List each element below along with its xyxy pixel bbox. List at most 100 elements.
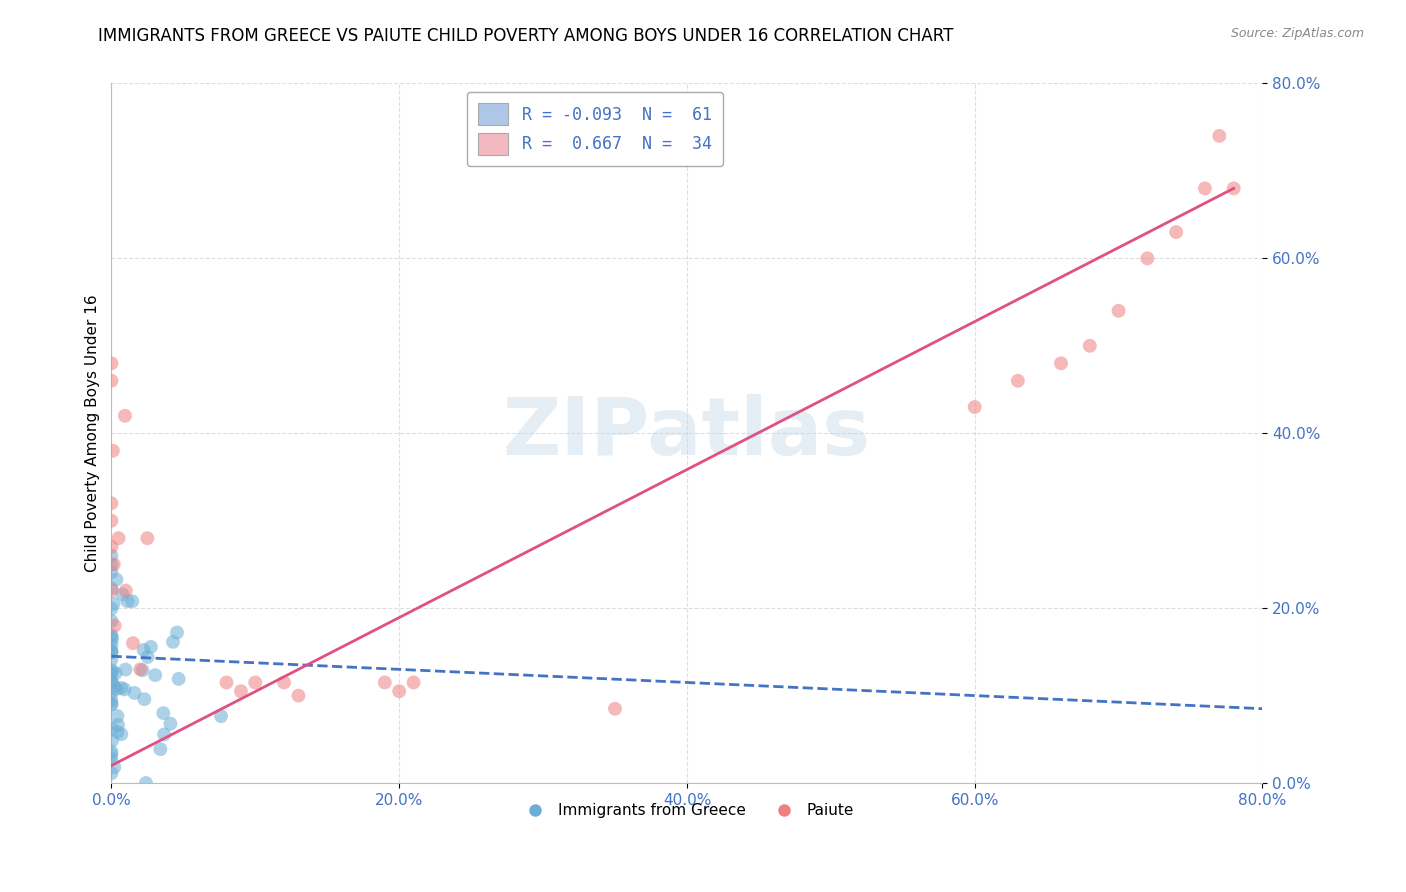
Point — [103, 679, 125, 693]
Point — [273, 675, 295, 690]
Point — [100, 356, 122, 370]
Point — [388, 684, 411, 698]
Point — [103, 558, 125, 572]
Point — [100, 745, 122, 759]
Point — [111, 587, 134, 601]
Point — [101, 443, 124, 458]
Point — [162, 635, 184, 649]
Point — [132, 643, 155, 657]
Point — [136, 531, 159, 545]
Point — [1194, 181, 1216, 195]
Point — [135, 776, 157, 790]
Point — [153, 727, 176, 741]
Point — [114, 663, 136, 677]
Point — [100, 630, 122, 644]
Point — [100, 753, 122, 767]
Y-axis label: Child Poverty Among Boys Under 16: Child Poverty Among Boys Under 16 — [86, 294, 100, 572]
Point — [1208, 128, 1230, 143]
Point — [229, 684, 252, 698]
Point — [110, 727, 132, 741]
Point — [1166, 225, 1188, 239]
Point — [100, 665, 122, 679]
Point — [159, 716, 181, 731]
Point — [963, 400, 986, 414]
Point — [114, 583, 136, 598]
Point — [139, 640, 162, 654]
Point — [1222, 181, 1244, 195]
Point — [100, 675, 122, 690]
Point — [100, 653, 122, 667]
Point — [105, 681, 128, 696]
Text: ZIPatlas: ZIPatlas — [503, 394, 872, 472]
Point — [402, 675, 425, 690]
Point — [100, 644, 122, 658]
Point — [103, 760, 125, 774]
Point — [100, 721, 122, 735]
Point — [100, 540, 122, 554]
Point — [136, 650, 159, 665]
Point — [374, 675, 396, 690]
Point — [100, 549, 122, 563]
Point — [100, 697, 122, 711]
Point — [100, 558, 122, 572]
Point — [215, 675, 238, 690]
Point — [1108, 303, 1130, 318]
Point — [245, 675, 267, 690]
Point — [1136, 252, 1159, 266]
Point — [105, 709, 128, 723]
Point — [100, 374, 122, 388]
Point — [100, 646, 122, 660]
Point — [101, 632, 124, 647]
Point — [107, 718, 129, 732]
Point — [143, 668, 166, 682]
Point — [100, 496, 122, 510]
Point — [103, 597, 125, 611]
Point — [100, 766, 122, 780]
Point — [101, 733, 124, 747]
Point — [149, 742, 172, 756]
Legend: Immigrants from Greece, Paiute: Immigrants from Greece, Paiute — [513, 797, 860, 824]
Point — [166, 625, 188, 640]
Point — [100, 747, 122, 762]
Point — [100, 667, 122, 681]
Point — [101, 664, 124, 678]
Point — [100, 698, 122, 712]
Point — [129, 662, 152, 676]
Point — [167, 672, 190, 686]
Point — [122, 636, 145, 650]
Point — [124, 686, 146, 700]
Point — [114, 682, 136, 697]
Point — [100, 566, 122, 580]
Point — [100, 692, 122, 706]
Point — [100, 601, 122, 615]
Point — [100, 638, 122, 652]
Point — [107, 531, 129, 545]
Point — [100, 685, 122, 699]
Point — [105, 573, 128, 587]
Point — [101, 583, 124, 598]
Point — [100, 514, 122, 528]
Point — [110, 681, 132, 695]
Point — [121, 594, 143, 608]
Point — [114, 409, 136, 423]
Point — [603, 702, 626, 716]
Point — [209, 709, 232, 723]
Point — [104, 618, 127, 632]
Point — [1007, 374, 1029, 388]
Point — [1078, 339, 1101, 353]
Point — [287, 689, 309, 703]
Point — [100, 645, 122, 659]
Point — [117, 594, 139, 608]
Point — [100, 628, 122, 642]
Point — [100, 614, 122, 628]
Point — [100, 674, 122, 689]
Point — [152, 706, 174, 720]
Point — [104, 666, 127, 681]
Point — [134, 692, 156, 706]
Point — [100, 581, 122, 595]
Point — [131, 663, 153, 677]
Text: IMMIGRANTS FROM GREECE VS PAIUTE CHILD POVERTY AMONG BOYS UNDER 16 CORRELATION C: IMMIGRANTS FROM GREECE VS PAIUTE CHILD P… — [98, 27, 953, 45]
Text: Source: ZipAtlas.com: Source: ZipAtlas.com — [1230, 27, 1364, 40]
Point — [1050, 356, 1073, 370]
Point — [107, 725, 129, 739]
